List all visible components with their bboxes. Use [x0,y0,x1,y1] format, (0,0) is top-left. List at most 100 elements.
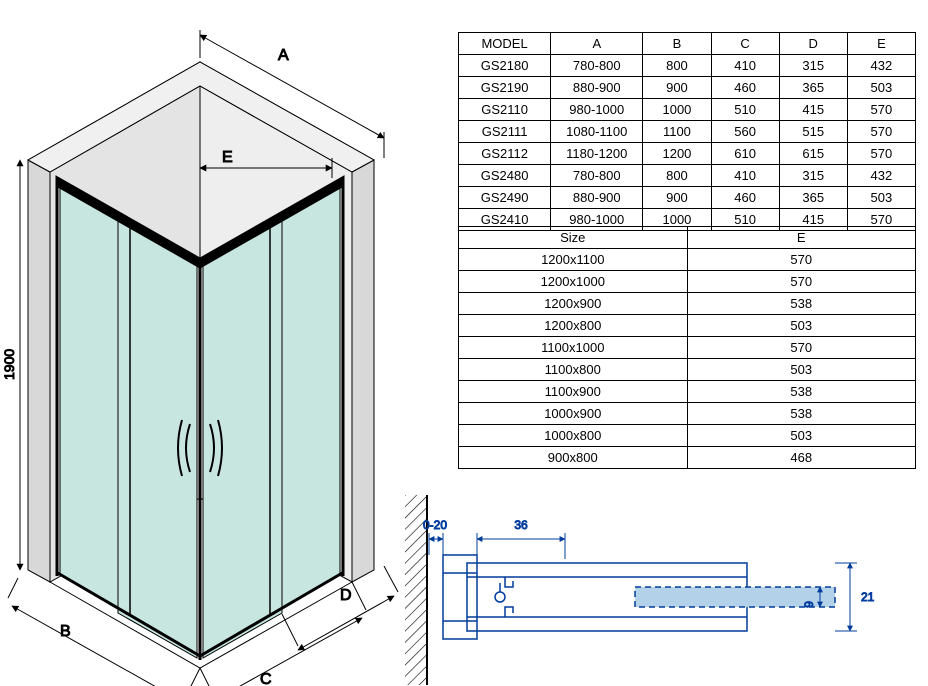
table-row: 1200x1000570 [459,271,916,293]
table-cell: 538 [687,381,916,403]
table-row: 1000x800503 [459,425,916,447]
table-row: GS2490880-900900460365503 [459,187,916,209]
table-cell: 432 [847,55,915,77]
table-cell: GS2112 [459,143,551,165]
table-cell: 432 [847,165,915,187]
table-cell: GS2180 [459,55,551,77]
table-cell: 365 [779,77,847,99]
col-model: MODEL [459,33,551,55]
table-cell: 315 [779,165,847,187]
table-cell: GS2190 [459,77,551,99]
dim-B-label: B [60,623,71,640]
table-header-row: Size E [459,227,916,249]
table-cell: 315 [779,55,847,77]
dim-gap-label: 0-20 [423,518,447,532]
table-cell: 880-900 [551,77,643,99]
dim-36-label: 36 [514,518,528,532]
dim-21-label: 21 [861,590,875,604]
size-e-table: Size E 1200x11005701200x10005701200x9005… [458,226,916,469]
model-dimension-table: MODEL A B C D E GS2180780-80080041031543… [458,32,916,231]
table-cell: 460 [711,77,779,99]
table-row: GS2110980-10001000510415570 [459,99,916,121]
table-cell: 460 [711,187,779,209]
table-cell: 570 [687,337,916,359]
table-cell: 570 [847,143,915,165]
table-cell: 1200x1000 [459,271,688,293]
table-cell: 415 [779,99,847,121]
table-cell: 1100x900 [459,381,688,403]
table-row: 1200x900538 [459,293,916,315]
dim-21: 21 [835,563,875,631]
table-cell: 900 [643,77,711,99]
col-B: B [643,33,711,55]
table-cell: 800 [643,55,711,77]
table-cell: 538 [687,293,916,315]
table-row: GS2180780-800800410315432 [459,55,916,77]
table-cell: 880-900 [551,187,643,209]
table-cell: 468 [687,447,916,469]
table-row: GS2190880-900900460365503 [459,77,916,99]
table-cell: 570 [687,271,916,293]
dim-height-label: 1900 [1,349,17,380]
table-cell: 515 [779,121,847,143]
table-row: 1200x1100570 [459,249,916,271]
dim-height: 1900 [1,160,20,570]
table-cell: 365 [779,187,847,209]
table-cell: 503 [687,315,916,337]
col-C: C [711,33,779,55]
table-cell: 780-800 [551,165,643,187]
table-cell: 1000x900 [459,403,688,425]
table-cell: 503 [687,425,916,447]
table-header-row: MODEL A B C D E [459,33,916,55]
table-cell: 570 [687,249,916,271]
page: A E 1900 B C [0,0,928,686]
table-cell: 780-800 [551,55,643,77]
table-cell: 1180-1200 [551,143,643,165]
table-cell: 503 [847,77,915,99]
table-cell: GS2490 [459,187,551,209]
table-cell: GS2111 [459,121,551,143]
dim-36: 36 [477,518,565,559]
col-E: E [847,33,915,55]
table-cell: 503 [687,359,916,381]
table-cell: 1100 [643,121,711,143]
table-cell: GS2110 [459,99,551,121]
table-cell: 610 [711,143,779,165]
table-cell: 1000 [643,99,711,121]
table-cell: 900x800 [459,447,688,469]
table-cell: 1200 [643,143,711,165]
table-row: 900x800468 [459,447,916,469]
table-cell: 560 [711,121,779,143]
table-row: 1100x900538 [459,381,916,403]
table-row: GS2480780-800800410315432 [459,165,916,187]
col-D: D [779,33,847,55]
table-cell: 570 [847,99,915,121]
table-row: 1000x900538 [459,403,916,425]
table-cell: 410 [711,165,779,187]
dim-E-label: E [222,149,233,166]
dim-9-label: 9 [802,601,816,608]
col-size: Size [459,227,688,249]
col-A: A [551,33,643,55]
table-cell: 800 [643,165,711,187]
table-cell: 538 [687,403,916,425]
dim-A-label: A [278,47,289,64]
table-cell: 1200x1100 [459,249,688,271]
table-cell: 980-1000 [551,99,643,121]
table-row: 1100x1000570 [459,337,916,359]
table-row: 1100x800503 [459,359,916,381]
table-row: 1200x800503 [459,315,916,337]
table-cell: 1100x800 [459,359,688,381]
table-cell: 510 [711,99,779,121]
table-cell: 615 [779,143,847,165]
table-cell: 503 [847,187,915,209]
col-E2: E [687,227,916,249]
table-cell: 570 [847,121,915,143]
table-cell: 1200x800 [459,315,688,337]
table-cell: GS2480 [459,165,551,187]
dim-D-label: D [340,587,352,604]
table-cell: 1200x900 [459,293,688,315]
table-row: GS21121180-12001200610615570 [459,143,916,165]
table-row: GS21111080-11001100560515570 [459,121,916,143]
table-cell: 410 [711,55,779,77]
